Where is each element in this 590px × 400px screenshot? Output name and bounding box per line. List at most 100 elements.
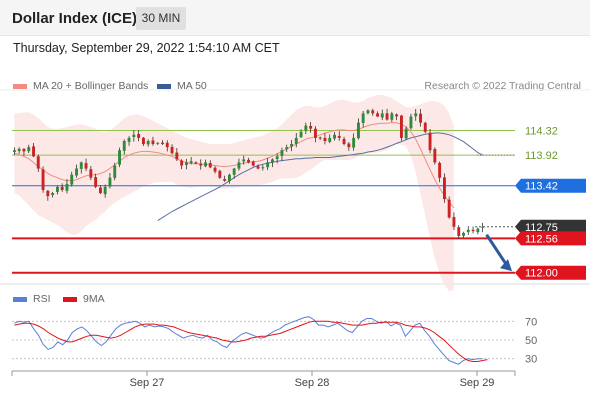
candle-body xyxy=(242,159,246,162)
level-label-113-42-tag: 113.42 xyxy=(515,178,586,193)
candle-body xyxy=(208,163,212,168)
candle-body xyxy=(337,136,341,138)
level-label-112-56-bg xyxy=(515,231,586,246)
candle-body xyxy=(433,149,437,163)
candle-body xyxy=(146,141,150,145)
rsi-legend-label: RSI xyxy=(33,293,51,305)
candle-body xyxy=(127,137,131,142)
candle-body xyxy=(247,159,250,163)
candle-body xyxy=(113,165,117,178)
candle-body xyxy=(471,229,475,232)
legend-swatch-ma50 xyxy=(157,83,171,89)
candle-body xyxy=(481,226,485,228)
candle-body xyxy=(251,161,255,166)
candle-body xyxy=(156,142,160,144)
candle-body xyxy=(142,137,145,145)
level-label-112-56: 112.56 xyxy=(525,233,558,245)
level-label-113-42-bg xyxy=(515,178,586,193)
candle-body xyxy=(366,110,370,114)
level-label-112-75: 112.75 xyxy=(525,222,558,234)
candle-body xyxy=(452,217,456,227)
candle-body xyxy=(60,186,64,190)
candle-body xyxy=(99,187,102,194)
candle-body xyxy=(385,113,389,120)
x-tick-label-sep-28: Sep 28 xyxy=(295,377,330,389)
forecast-arrow-head xyxy=(500,259,512,272)
candle-body xyxy=(204,162,207,167)
candle-body xyxy=(27,147,31,152)
research-credit: Research © 2022 Trading Central xyxy=(424,80,581,92)
candle-body xyxy=(462,232,465,236)
candle-body xyxy=(371,110,375,114)
candle-body xyxy=(122,141,126,151)
candle-body xyxy=(466,229,470,233)
level-label-112-00-bg xyxy=(515,265,586,280)
legend-item-ma20: MA 20 + Bollinger Bands xyxy=(13,80,148,92)
candle-body xyxy=(447,199,451,218)
candle-body xyxy=(357,122,360,139)
candle-body xyxy=(275,156,279,159)
candle-body xyxy=(36,156,40,169)
candle-body xyxy=(41,169,45,190)
instrument-title: Dollar Index (ICE) xyxy=(12,10,138,27)
chart-header: Dollar Index (ICE) 30 MIN xyxy=(0,0,590,36)
candle-body xyxy=(256,166,260,169)
level-label-112-75-tag: 112.75 xyxy=(515,219,586,234)
candle-body xyxy=(175,152,179,160)
rsi-line xyxy=(14,316,483,365)
candle-body xyxy=(132,134,136,137)
legend-swatch-ma20 xyxy=(13,83,27,89)
rsi-tick-label-50: 50 xyxy=(525,335,537,347)
candle-body xyxy=(170,146,174,154)
candle-body xyxy=(266,162,270,168)
candle-body xyxy=(271,159,274,163)
rsi-legend-item-9ma: 9MA xyxy=(63,293,105,305)
rsi-legend-swatch xyxy=(13,296,27,302)
candle-body xyxy=(75,168,78,176)
level-label-112-75-bg xyxy=(515,219,586,234)
interval-badge[interactable]: 30 MIN xyxy=(136,7,186,30)
candle-body xyxy=(232,168,236,175)
candle-body xyxy=(309,125,313,129)
candle-body xyxy=(342,139,346,144)
candle-body xyxy=(194,162,198,164)
candle-body xyxy=(438,162,442,178)
ma50-line xyxy=(157,132,483,222)
candle-body xyxy=(180,160,184,166)
candle-body xyxy=(165,142,169,148)
candle-body xyxy=(103,186,107,195)
candle-body xyxy=(318,137,322,139)
candle-body xyxy=(213,167,217,172)
candle-body xyxy=(70,174,74,185)
ma9-legend-label: 9MA xyxy=(83,293,105,305)
candle-body xyxy=(404,128,408,139)
candle-body xyxy=(333,134,336,139)
candle-body xyxy=(352,137,356,148)
candle-body xyxy=(347,143,351,148)
candle-body xyxy=(56,186,59,192)
candle-body xyxy=(414,113,418,117)
candle-body xyxy=(395,114,399,117)
level-label-112-56-tag: 112.56 xyxy=(515,231,586,246)
candle-body xyxy=(361,113,365,123)
candle-body xyxy=(290,144,293,147)
candle-body xyxy=(17,148,21,152)
candle-body xyxy=(457,227,461,236)
candle-body xyxy=(314,128,317,138)
candle-body xyxy=(185,162,188,165)
ma9-legend-swatch xyxy=(63,296,77,302)
candle-body xyxy=(151,140,155,144)
candle-body xyxy=(89,169,93,178)
candle-body xyxy=(299,131,303,138)
candle-body xyxy=(380,113,384,118)
candle-body xyxy=(108,177,112,187)
chart-datetime: Thursday, September 29, 2022 1:54:10 AM … xyxy=(13,41,280,55)
rsi-tick-label-70: 70 xyxy=(525,316,537,328)
candle-body xyxy=(237,162,241,169)
level-label-112-00: 112.00 xyxy=(525,268,558,280)
x-tick-label-sep-29: Sep 29 xyxy=(460,377,495,389)
candle-body xyxy=(323,138,327,141)
level-label-114-32: 114.32 xyxy=(525,126,558,138)
candle-body xyxy=(84,163,88,169)
